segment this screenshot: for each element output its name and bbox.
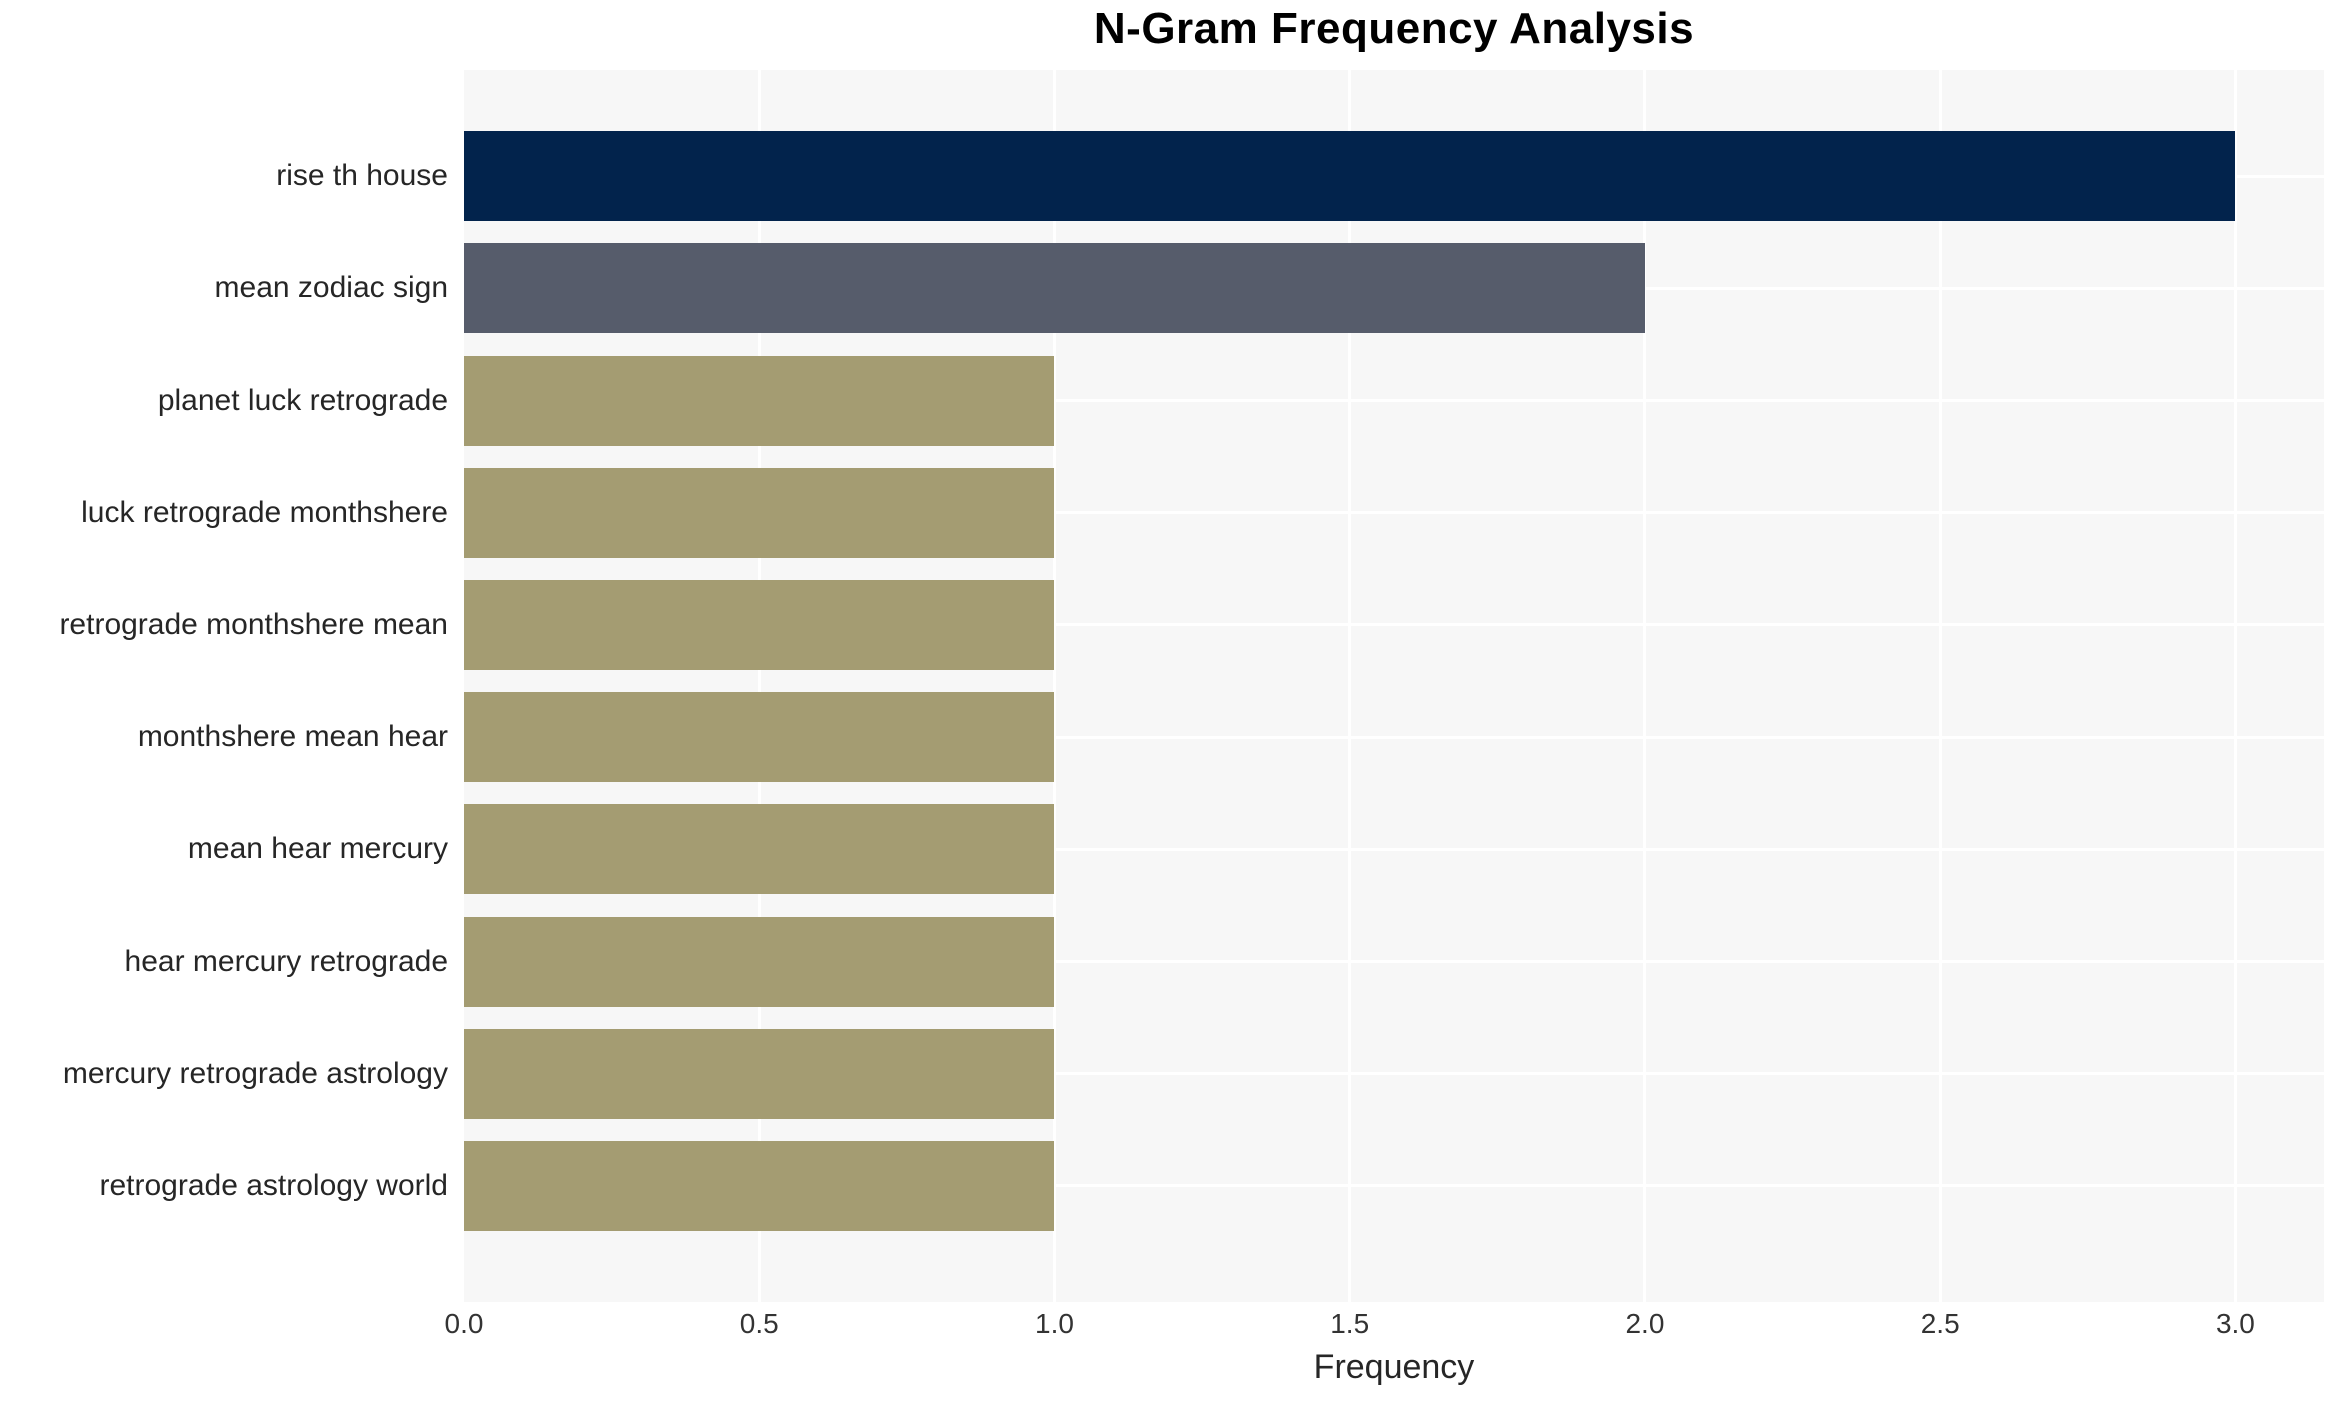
bar-row: retrograde astrology world [0,1130,2324,1242]
horizontal-gridline [464,399,2324,402]
vertical-gridline [1938,70,1942,1302]
x-tick-label: 0.0 [444,1308,484,1339]
bar [464,804,1055,895]
bar [464,355,1055,446]
bar-track [464,1018,2324,1130]
bar-row: mercury retrograde astrology [0,1018,2324,1130]
vertical-gridline [2233,70,2237,1302]
bar-row: rise th house [0,120,2324,232]
bar-row: mean zodiac sign [0,232,2324,344]
y-axis-label: mean zodiac sign [214,271,448,305]
bar [464,1028,1055,1119]
horizontal-gridline [464,511,2324,515]
bar [464,131,2236,222]
bar-row: luck retrograde monthshere [0,457,2324,569]
horizontal-gridline [464,735,2324,739]
x-axis-title: Frequency [1313,1348,1475,1386]
y-axis-label: retrograde monthshere mean [59,607,448,641]
vertical-gridline [1052,70,1056,1302]
vertical-gridline [1348,70,1352,1302]
x-tick-label: 1.0 [1035,1308,1074,1339]
y-axis-label: rise th house [276,159,448,193]
bar-track [464,344,2324,456]
bar-track [464,793,2324,905]
bar-row: hear mercury retrograde [0,905,2324,1017]
bar-track [464,681,2324,793]
x-tick-label: 0.5 [739,1308,779,1339]
y-axis-label: mercury retrograde astrology [62,1056,448,1090]
x-tick-label: 2.5 [1920,1308,1960,1339]
x-axis-ticks: 0.0 0.5 1.0 1.5 2.0 2.5 3.0 [445,1308,2324,1348]
bar-row: planet luck retrograde [0,344,2324,456]
bar [464,243,1645,334]
bar-track [464,120,2324,232]
horizontal-gridline [464,847,2324,851]
bar-track [464,569,2324,681]
y-axis-label: monthshere mean hear [137,720,448,754]
x-tick-label: 2.0 [1625,1308,1665,1339]
bar-track [464,1130,2324,1242]
y-axis-label: mean hear mercury [187,832,448,866]
bar-track [464,232,2324,344]
x-tick-label: 3.0 [2215,1308,2255,1339]
bar [464,467,1055,558]
horizontal-gridline [464,960,2324,964]
y-axis-label: planet luck retrograde [157,383,448,417]
bar-row: monthshere mean hear [0,681,2324,793]
y-axis-label: luck retrograde monthshere [81,495,448,529]
bar [464,579,1055,670]
x-tick-label: 1.5 [1330,1308,1370,1339]
vertical-gridline [1643,70,1647,1302]
vertical-gridline [757,70,761,1302]
bar-rows: rise th house mean zodiac sign planet luck… [0,70,2324,1302]
y-axis-label: hear mercury retrograde [124,944,448,978]
bar-track [464,905,2324,1017]
horizontal-gridline [464,623,2324,627]
horizontal-gridline [464,1184,2324,1188]
y-axis-label: retrograde astrology world [99,1168,448,1202]
bar [464,916,1055,1007]
bar-track [464,457,2324,569]
bar-row: retrograde monthshere mean [0,569,2324,681]
bar [464,1140,1055,1231]
chart-title: N-Gram Frequency Analysis [1093,4,1695,53]
horizontal-gridline [464,1072,2324,1076]
bar-row: mean hear mercury [0,793,2324,905]
bar [464,692,1055,783]
